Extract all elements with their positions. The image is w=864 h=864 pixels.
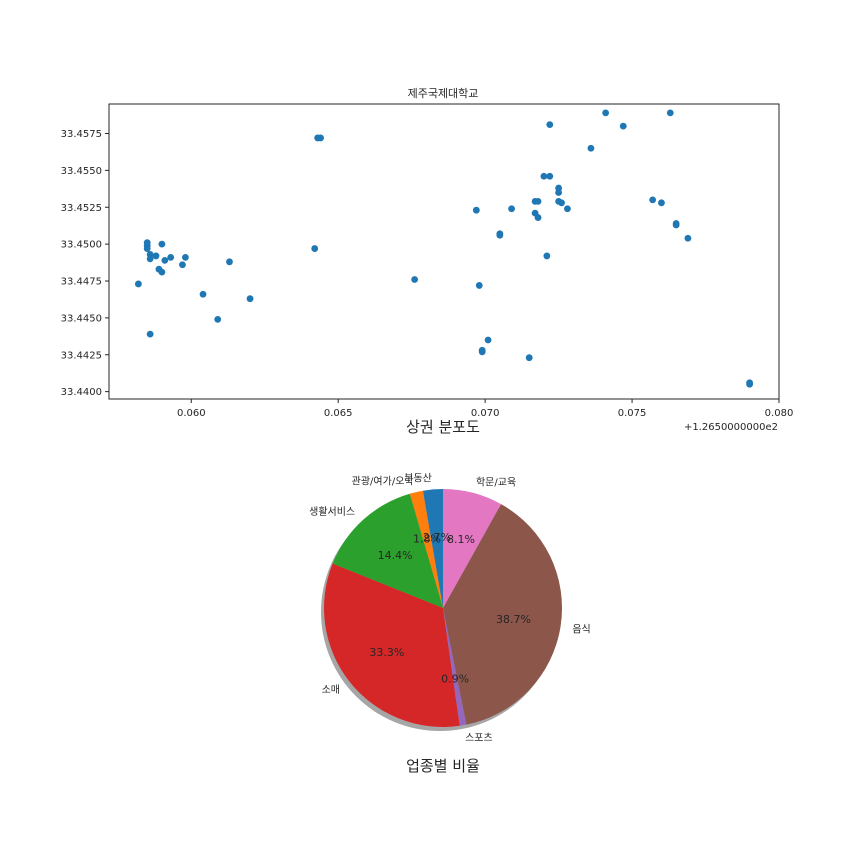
scatter-point [672, 221, 680, 229]
y-tick-label: 33.4575 [61, 129, 102, 140]
scatter-point [146, 330, 154, 338]
pie-percent-label: 1.8% [413, 532, 441, 545]
pie-labels: 부동산 2.7% 관광/여가/오락 1.8% 생활서비스 14.4% 소매 33.3% 스포츠 0… [309, 473, 591, 744]
pie-slice-label: 소매 [322, 684, 340, 696]
scatter-point [484, 336, 492, 344]
scatter-point [658, 199, 665, 207]
scatter-point [496, 231, 504, 239]
scatter-point [246, 295, 254, 303]
x-axis-label: 상권 분포도 [406, 418, 480, 436]
scatter-point [158, 268, 166, 276]
x-tick-label: 0.060 [177, 408, 206, 419]
pie-slice-label: 학문/교육 [476, 476, 516, 488]
pie-percent-label: 8.1% [447, 533, 475, 546]
scatter-point [684, 234, 692, 242]
scatter-point [158, 240, 166, 248]
scatter-point [143, 245, 151, 252]
pie-percent-label: 14.4% [378, 549, 413, 562]
scatter-point [478, 348, 486, 356]
pie-slice-label: 관광/여가/오락 [352, 475, 414, 487]
x-tick-label: 0.075 [618, 408, 647, 419]
scatter-point [411, 276, 419, 283]
scatter-point [311, 245, 319, 252]
scatter-point [134, 280, 142, 288]
scatter-point [226, 258, 233, 266]
scatter-point [564, 205, 571, 213]
scatter-point [666, 109, 674, 117]
scatter-point [555, 189, 563, 196]
scatter-point [317, 134, 324, 142]
y-tick-label: 33.4550 [61, 166, 102, 177]
x-axis-offset-text: +1.2650000000e2 [684, 422, 778, 433]
scatter-point [508, 205, 515, 213]
pie-percent-label: 0.9% [441, 672, 469, 685]
pie-percent-label: 33.3% [369, 646, 404, 659]
scatter-point [475, 282, 483, 289]
scatter-point [546, 172, 554, 180]
scatter-point [546, 121, 554, 129]
pie-title: 업종별 비율 [406, 757, 480, 775]
pie-slice [422, 489, 443, 608]
scatter-title: 제주국제대학교 [408, 87, 479, 100]
scatter-point [525, 354, 533, 362]
scatter-point [199, 290, 207, 298]
scatter-point [167, 254, 175, 261]
pie-percent-label: 38.7% [496, 613, 531, 626]
pie-slice-label: 음식 [572, 623, 590, 635]
scatter-point [534, 214, 542, 221]
pie-slice-label: 생활서비스 [309, 505, 355, 518]
scatter-point [540, 172, 548, 180]
scatter-point [746, 380, 754, 388]
y-tick-label: 33.4475 [61, 277, 102, 288]
pie-slice [443, 489, 502, 608]
scatter-point [587, 144, 595, 152]
scatter-point [161, 256, 169, 264]
scatter-point [146, 255, 154, 263]
scatter-plot: 제주국제대학교 0.060 0.065 0.070 0.075 0.080 33.4400… [61, 87, 794, 436]
pie-slice [409, 490, 443, 608]
scatter-point [619, 122, 627, 130]
pie-plot: 부동산 2.7% 관광/여가/오락 1.8% 생활서비스 14.4% 소매 33.3% 스포츠 0… [309, 473, 591, 775]
x-tick-label: 0.065 [324, 408, 353, 419]
scatter-points [134, 109, 754, 388]
y-tick-label: 33.4500 [61, 240, 102, 251]
y-tick-label: 33.4450 [61, 313, 102, 324]
scatter-point [182, 254, 189, 261]
y-tick-label: 33.4425 [61, 350, 102, 361]
pie-percent-label: 2.7% [423, 531, 451, 544]
y-tick-label: 33.4400 [61, 387, 102, 398]
x-tick-label: 0.080 [765, 408, 794, 419]
pie-slice [324, 563, 460, 727]
pie-slice [332, 493, 443, 608]
scatter-point [152, 252, 160, 260]
scatter-axes: 0.060 0.065 0.070 0.075 0.080 33.4400 33.4425 3… [61, 129, 794, 419]
pie-slice [443, 608, 467, 726]
pie-slices [324, 489, 563, 727]
scatter-point [179, 261, 186, 269]
scatter-plot-frame [108, 103, 780, 400]
scatter-point [214, 315, 222, 323]
scatter-point [543, 252, 551, 260]
y-tick-label: 33.4525 [61, 203, 102, 214]
scatter-point [534, 197, 542, 205]
scatter-point [472, 206, 480, 214]
x-tick-label: 0.070 [471, 408, 500, 419]
scatter-point [602, 109, 610, 117]
pie-slice-label: 스포츠 [465, 732, 493, 744]
pie-slice-label: 부동산 [404, 473, 432, 485]
scatter-point [558, 199, 565, 207]
pie-slice [443, 504, 563, 725]
scatter-point [649, 196, 657, 204]
